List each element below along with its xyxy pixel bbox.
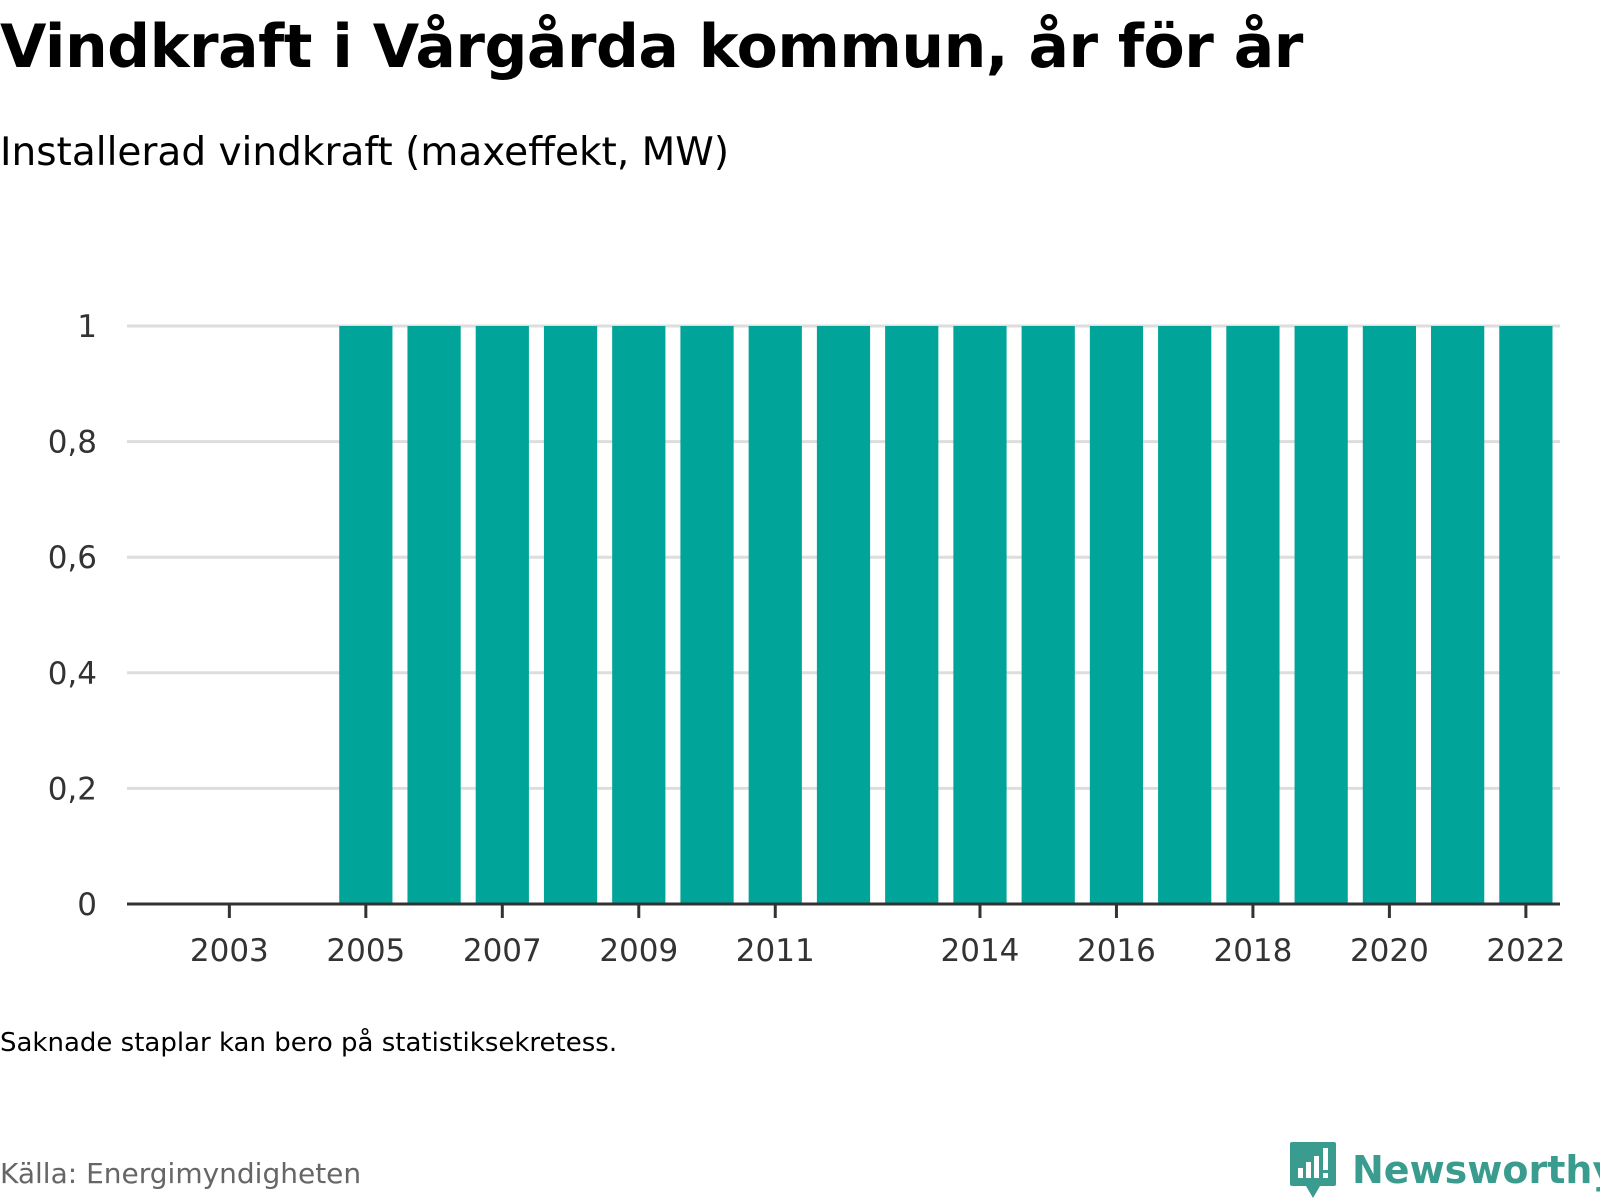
newsworthy-logo-icon — [1290, 1142, 1336, 1198]
brand-name: Newsworthy — [1352, 1148, 1600, 1192]
x-tick-label: 2007 — [463, 933, 542, 969]
y-tick-label: 0,6 — [48, 540, 97, 576]
bar-2013 — [885, 326, 939, 904]
bar-2019 — [1294, 326, 1348, 904]
bar-2015 — [1021, 326, 1075, 904]
x-tick-label: 2020 — [1350, 933, 1429, 969]
y-tick-label: 0,2 — [48, 771, 97, 807]
source-label: Källa: Energimyndigheten — [0, 1157, 362, 1190]
bar-2012 — [816, 326, 871, 904]
bar-2018 — [1226, 326, 1280, 904]
chart-title: Vindkraft i Vårgårda kommun, år för år — [0, 12, 1303, 82]
bar-chart: 00,20,40,60,81 2003 2005 2007 2009 2011 2014 2… — [48, 309, 1566, 969]
bar-2009 — [612, 326, 666, 904]
y-tick-label: 0,8 — [48, 425, 97, 461]
x-tick-label: 2009 — [599, 933, 678, 969]
x-tick-label: 2016 — [1077, 933, 1156, 969]
x-tick-label: 2005 — [326, 933, 405, 969]
bar-2020 — [1362, 326, 1417, 904]
y-tick-label: 1 — [77, 309, 97, 345]
y-tick-label: 0,4 — [48, 656, 97, 692]
bar-2011 — [748, 326, 802, 904]
bars — [339, 326, 1553, 904]
footnote: Saknade staplar kan bero på statistiksek… — [0, 1028, 618, 1058]
axes — [127, 902, 1560, 918]
x-tick-label: 2022 — [1486, 933, 1565, 969]
brand-logo: Newsworthy — [1288, 1140, 1600, 1200]
x-tick-labels: 2003 2005 2007 2009 2011 2014 2016 2018 2020 2022 — [190, 933, 1565, 969]
chart-subtitle: Installerad vindkraft (maxeffekt, MW) — [0, 130, 730, 175]
bar-2010 — [680, 326, 734, 904]
x-tick-label: 2011 — [736, 933, 815, 969]
bar-2014 — [953, 326, 1007, 904]
bar-2016 — [1089, 326, 1144, 904]
x-tick-label: 2018 — [1213, 933, 1292, 969]
x-tick-label: 2014 — [941, 933, 1020, 969]
bar-2017 — [1158, 326, 1212, 904]
bar-2007 — [475, 326, 529, 904]
x-tick-label: 2003 — [190, 933, 269, 969]
y-tick-labels: 0 0,2 0,4 0,6 0,8 1 — [48, 309, 97, 923]
bar-2005 — [339, 326, 393, 904]
bar-2021 — [1431, 326, 1485, 904]
y-tick-label: 0 — [77, 887, 97, 923]
bar-2008 — [543, 326, 598, 904]
bar-2006 — [407, 326, 461, 904]
bar-2022 — [1499, 326, 1553, 904]
